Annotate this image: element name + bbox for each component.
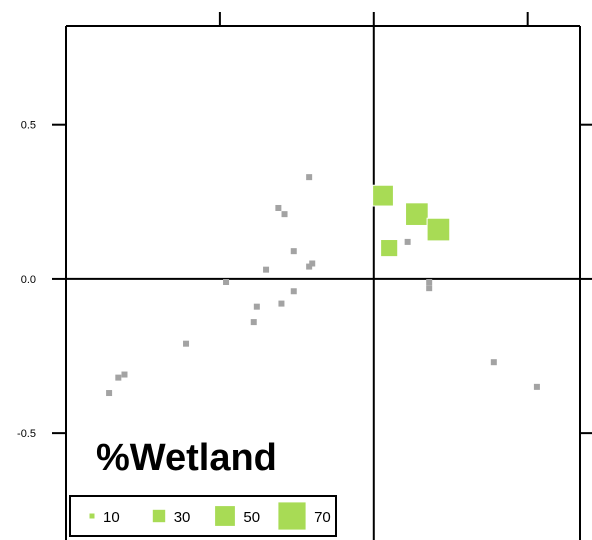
y-tick-label-0: 0.5 bbox=[21, 120, 36, 132]
point-23 bbox=[427, 218, 450, 241]
point-15 bbox=[106, 390, 112, 396]
point-16 bbox=[405, 239, 411, 245]
point-20 bbox=[534, 384, 540, 390]
point-24 bbox=[381, 240, 398, 257]
point-11 bbox=[251, 319, 257, 325]
legend-marker-50 bbox=[215, 506, 236, 527]
legend-label-50: 50 bbox=[243, 509, 260, 526]
point-13 bbox=[121, 372, 127, 378]
legend-marker-70 bbox=[278, 502, 306, 530]
legend-label-10: 10 bbox=[103, 509, 120, 526]
point-12 bbox=[183, 341, 189, 347]
chart-title: %Wetland bbox=[96, 437, 277, 479]
y-tick-label-1: 0.0 bbox=[21, 274, 36, 286]
point-21 bbox=[373, 185, 394, 206]
point-6 bbox=[291, 288, 297, 294]
point-18 bbox=[426, 285, 432, 291]
data-points bbox=[106, 174, 540, 396]
point-22 bbox=[406, 203, 429, 226]
point-3 bbox=[275, 205, 281, 211]
size-legend: 10 30 50 70 bbox=[70, 496, 336, 536]
point-19 bbox=[491, 359, 497, 365]
legend-label-30: 30 bbox=[174, 509, 191, 526]
point-2 bbox=[306, 264, 312, 270]
point-17 bbox=[426, 279, 432, 285]
point-14 bbox=[115, 375, 121, 381]
legend-marker-10 bbox=[89, 513, 95, 519]
point-4 bbox=[282, 211, 288, 217]
axis-ticks: 0.5 0.0 -0.5 bbox=[17, 12, 592, 440]
point-9 bbox=[223, 279, 229, 285]
legend-marker-30 bbox=[152, 509, 165, 522]
legend-label-70: 70 bbox=[314, 509, 331, 526]
y-tick-label-2: -0.5 bbox=[17, 428, 36, 440]
point-5 bbox=[291, 248, 297, 254]
point-10 bbox=[254, 304, 260, 310]
point-8 bbox=[263, 267, 269, 273]
point-0 bbox=[306, 174, 312, 180]
point-7 bbox=[278, 301, 284, 307]
